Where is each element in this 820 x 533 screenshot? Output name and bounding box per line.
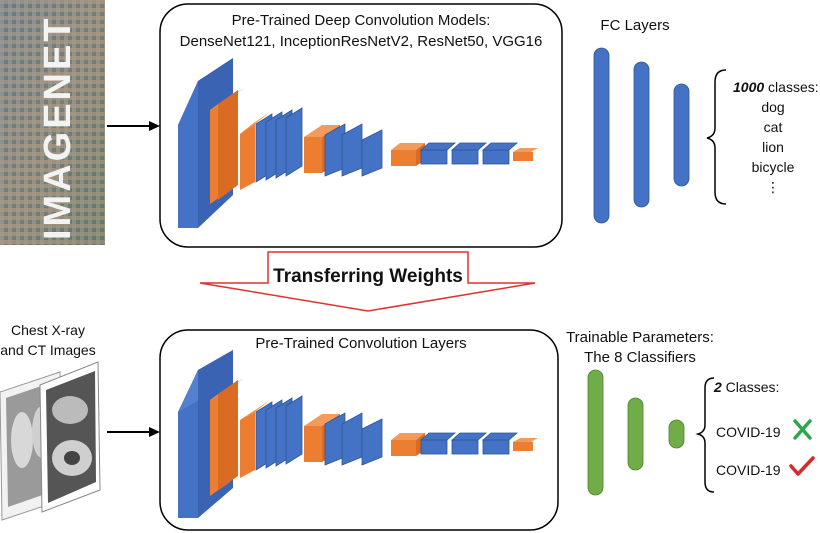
check-icon (789, 456, 815, 476)
trainable-label-line1: Trainable Parameters: (566, 329, 714, 346)
arrow-to-top-panel (107, 121, 160, 131)
fc-layer-1 (593, 47, 610, 224)
top-classes-header: 1000 classes: (733, 79, 819, 95)
transfer-arrow: Transferring Weights (199, 251, 536, 312)
top-cnn-layers (178, 58, 538, 228)
bottom-class-item: COVID-19 (716, 462, 781, 478)
top-class-item: lion (762, 139, 784, 155)
input-label-line1: Chest X-ray (11, 322, 85, 338)
classifier-layer-3 (668, 419, 685, 449)
imagenet-image: IMAGENET (0, 0, 105, 245)
bottom-classes-header: 2 Classes: (713, 379, 779, 395)
top-classes-brace (706, 69, 727, 205)
bottom-classes-brace (695, 377, 715, 493)
cross-icon (793, 419, 812, 440)
top-class-item: dog (761, 99, 784, 115)
top-class-item: ⋮ (766, 179, 780, 195)
fc-layer-2 (633, 61, 650, 208)
bottom-class-item: COVID-19 (716, 424, 781, 440)
top-class-item: cat (764, 119, 783, 135)
bottom-cnn-layers (178, 350, 538, 518)
top-panel-title-line2: DenseNet121, InceptionResNetV2, ResNet50… (180, 33, 543, 50)
bottom-classes-count: 2 (713, 379, 722, 395)
classifier-layers (587, 369, 685, 496)
top-classes-count: 1000 (733, 79, 764, 95)
fc-layers-label: FC Layers (600, 17, 669, 34)
bottom-panel (159, 329, 559, 531)
input-label-line2: and CT Images (0, 342, 95, 358)
classifier-layer-1 (587, 369, 604, 496)
top-panel-title-line1: Pre-Trained Deep Convolution Models: (232, 12, 491, 29)
fc-layer-3 (673, 83, 690, 187)
classifier-layer-2 (627, 397, 644, 471)
xray-ct-images (0, 361, 101, 521)
imagenet-logo-text: IMAGENET (37, 15, 79, 240)
arrow-to-bottom-panel (107, 427, 160, 437)
fc-layers (593, 47, 690, 224)
bottom-panel-title: Pre-Trained Convolution Layers (255, 335, 466, 352)
top-panel (159, 3, 563, 248)
transfer-label: Transferring Weights (273, 266, 463, 287)
top-class-item: bicycle (752, 159, 795, 175)
trainable-label-line2: The 8 Classifiers (584, 349, 696, 366)
